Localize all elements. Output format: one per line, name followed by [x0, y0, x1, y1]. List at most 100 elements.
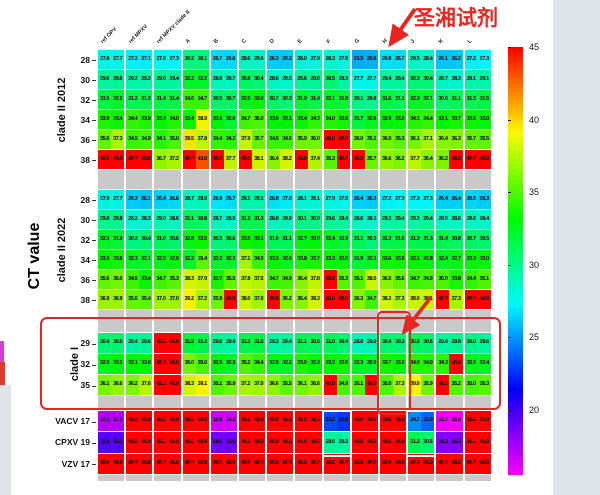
heatmap-cell: 26.3	[364, 190, 378, 209]
separator-band	[408, 170, 435, 189]
heatmap-cell: 34.6	[280, 130, 294, 149]
heatmap-cell-pair: 29.6 29.3	[323, 432, 350, 453]
heatmap-cell: 35.7	[364, 150, 378, 169]
heatmap-cell-pair: 30.1 29.8	[351, 90, 378, 109]
heatmap-cell-pair: 45.0 45.0	[295, 411, 322, 432]
heatmap-cell: 32.2	[223, 250, 237, 269]
heatmap-cell: 45.0	[223, 453, 237, 474]
heatmap-cell-pair: 23.2 22.8	[323, 411, 350, 432]
heatmap-cell-pair: 28.8 28.9	[267, 210, 294, 229]
heatmap-cell-pair: 36.4 36.3	[436, 130, 463, 149]
heatmap-cell: 30.9	[408, 333, 422, 353]
heatmap-cell: 45.0	[464, 432, 478, 453]
heatmap-cell-pair: 28.6 28.4	[464, 210, 491, 229]
heatmap-cell: 26.1	[436, 50, 450, 69]
heatmap-cell: 33.1	[210, 110, 224, 129]
heatmap-cell: 34.0	[167, 110, 181, 129]
heatmap-cell: 45.0	[252, 453, 266, 474]
heatmap-cell-pair: 33.3 34.0	[154, 110, 181, 129]
heatmap-cell-pair: 17.1 17.1	[98, 411, 125, 432]
heatmap-cell-pair: 33.2 33.6	[323, 354, 350, 374]
heatmap-cell: 45.0	[154, 375, 168, 395]
heatmap-cell-pair: 45.0 45.0	[154, 375, 181, 395]
heatmap-cell: 31.0	[267, 230, 281, 249]
heatmap-cell: 31.1	[351, 230, 365, 249]
heatmap-cell: 18.3	[449, 432, 463, 453]
separator-band	[98, 475, 125, 481]
heatmap-cell: 33.3	[464, 250, 478, 269]
heatmap-cell: 26.9	[210, 190, 224, 209]
heatmap-cell-pair: 35.1 45.0	[351, 375, 378, 395]
heatmap-cell-pair: 45.0 45.0	[154, 453, 181, 474]
heatmap-cell-pair: 36.1 37.1	[408, 130, 435, 149]
row-label: 35	[80, 380, 90, 390]
heatmap-cell-pair: 45.0 45.0	[408, 453, 435, 474]
row-label: 30	[80, 215, 90, 225]
heatmap-cell: 15.7	[436, 411, 450, 432]
heatmap-cell-pair: 33.7 35.5	[210, 270, 237, 289]
heatmap-cell: 29.1	[252, 190, 266, 209]
heatmap-cell: 28.3	[449, 70, 463, 89]
heatmap-cell-pair: 34.6 33.4	[126, 270, 153, 289]
heatmap-cell: 45.0	[167, 411, 181, 432]
heatmap-cell: 45.0	[308, 453, 322, 474]
heatmap-cell: 31.3	[195, 333, 209, 353]
left-edge-red-sliver	[0, 362, 5, 385]
heatmap-cell: 29.2	[139, 70, 153, 89]
heatmap-cell: 34.4	[421, 110, 435, 129]
heatmap-cell-pair: 28.7 28.3	[436, 70, 463, 89]
heatmap-cell: 31.7	[351, 110, 365, 129]
heatmap-cell: 45.0	[464, 290, 478, 309]
heatmap-cell: 32.3	[351, 354, 365, 374]
heatmap-cell: 29.4	[393, 70, 407, 89]
heatmap-cell: 31.5	[477, 90, 491, 109]
heatmap-cell: 27.7	[111, 50, 125, 69]
heatmap-cell-pair: 31.3 31.5	[380, 230, 407, 249]
heatmap-cell: 29.8	[449, 333, 463, 353]
heatmap-cell-pair: 32.9 33.2	[380, 110, 407, 129]
heatmap-cell: 37.2	[195, 290, 209, 309]
heatmap-cell: 33.0	[477, 250, 491, 269]
heatmap-cell: 30.4	[252, 70, 266, 89]
heatmap-cell: 45.0	[98, 453, 112, 474]
separator-band	[210, 170, 237, 189]
heatmap-cell-pair: 30.6 31.1	[436, 90, 463, 109]
colorbar-tick	[508, 264, 511, 266]
heatmap-cell-pair: 29.2 29.4	[408, 210, 435, 229]
heatmap-cell: 30.5	[477, 230, 491, 249]
heatmap-cell: 35.6	[393, 270, 407, 289]
heatmap-cell-pair: 36.6 36.2	[380, 150, 407, 169]
heatmap-cell: 28.5	[408, 50, 422, 69]
separator-band	[464, 475, 491, 481]
heatmap-cell: 32.8	[421, 250, 435, 269]
heatmap-cell: 33.1	[408, 250, 422, 269]
heatmap-cell: 29.6	[154, 70, 168, 89]
heatmap-cell: 33.7	[210, 270, 224, 289]
heatmap-cell-pair: 45.0 45.0	[464, 453, 491, 474]
row-label: 36	[80, 135, 90, 145]
heatmap-cell-pair: 45.0 36.2	[267, 290, 294, 309]
heatmap-cell: 45.0	[167, 354, 181, 374]
heatmap-cell-pair: 36.1 36.6	[295, 375, 322, 395]
heatmap-cell: 38.3	[182, 270, 196, 289]
heatmap-cell: 31.4	[154, 90, 168, 109]
heatmap-cell-pair: 28.1 28.1	[295, 190, 322, 209]
heatmap-cell-pair: 28.0 27.9	[295, 50, 322, 69]
row-label: 28	[80, 55, 90, 65]
heatmap-cell-pair: 38.2 37.3	[380, 290, 407, 309]
heatmap-cell: 29.6	[98, 70, 112, 89]
heatmap-cell: 28.6	[464, 210, 478, 229]
heatmap-cell-pair: 36.0 35.3	[380, 130, 407, 149]
row-tick	[92, 260, 96, 261]
heatmap-cell: 31.0	[154, 230, 168, 249]
heatmap-cell: 31.8	[336, 90, 350, 109]
heatmap-cell: 45.0	[280, 411, 294, 432]
separator-band	[464, 170, 491, 189]
separator-band	[436, 170, 463, 189]
row-tick	[92, 220, 96, 221]
heatmap-cell-pair: 45.0 34.9	[323, 375, 350, 395]
heatmap-cell-pair: 35.1 38.0	[351, 270, 378, 289]
heatmap-cell-pair: 37.0 37.0	[154, 290, 181, 309]
heatmap-cell: 32.3	[126, 250, 140, 269]
heatmap-cell: 29.8	[98, 210, 112, 229]
